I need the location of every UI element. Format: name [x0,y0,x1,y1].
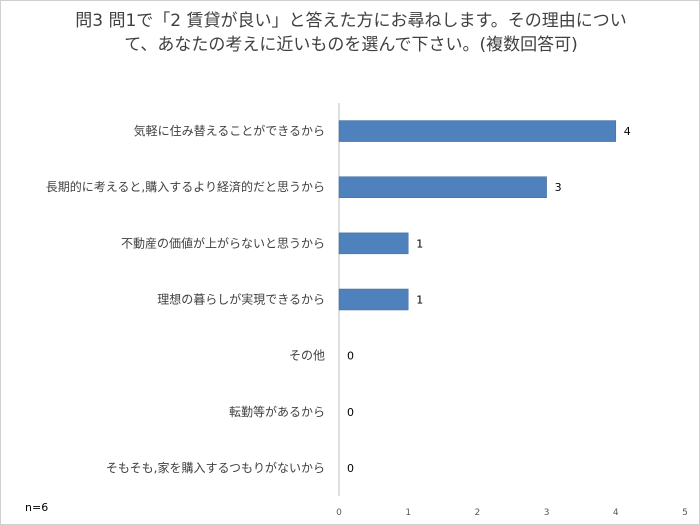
value-label-1: 3 [555,181,562,194]
category-label-0: 気軽に住み替えることができるから [134,123,325,138]
value-label-6: 0 [347,462,354,475]
x-tick-label-5: 5 [682,508,688,518]
category-label-3: 理想の暮らしが実現できるから [157,292,325,307]
bar-3 [338,288,409,311]
bar-1 [338,176,547,198]
category-label-5: 転勤等があるから [229,404,325,419]
value-label-0: 4 [624,125,631,138]
x-tick-label-0: 0 [336,508,342,518]
x-tick-label-1: 1 [405,508,411,518]
x-tick-label-4: 4 [613,508,619,518]
category-label-6: そもそも,家を購入するつもりがないから [106,460,325,475]
category-label-4: その他 [289,349,325,363]
category-label-1: 長期的に考えると,購入するより経済的だと思うから [46,179,325,194]
x-tick-label-3: 3 [544,508,550,518]
category-label-2: 不動産の価値が上がらないと思うから [121,235,325,250]
value-label-3: 1 [416,294,423,307]
value-label-2: 1 [416,237,423,250]
value-label-5: 0 [347,406,354,419]
sample-size-note: n=6 [25,501,49,514]
value-label-4: 0 [347,350,354,363]
x-tick-label-2: 2 [475,508,481,518]
bar-0 [338,120,617,142]
chart-title: 問3 問1で「2 賃貸が良い」と答えた方にお尋ねします。その理由について、あなた… [75,11,627,55]
bar-2 [338,232,409,255]
